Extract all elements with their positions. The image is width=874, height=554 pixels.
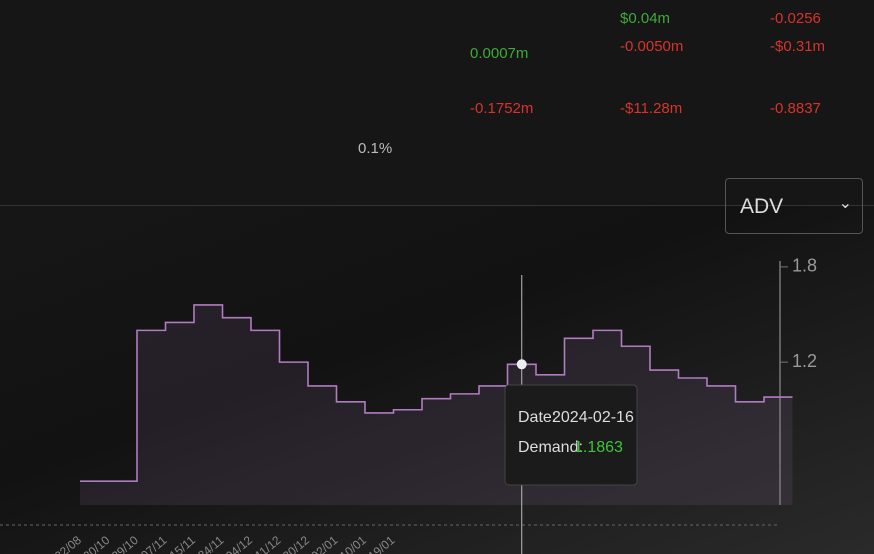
x-tick-label: 04/12 xyxy=(223,533,255,554)
table-cell: $0.04m xyxy=(620,10,671,27)
table-band xyxy=(0,0,874,206)
dropdown[interactable]: ADV ⌄ xyxy=(725,178,863,234)
x-tick-label: 24/11 xyxy=(195,533,227,554)
dropdown-label: ADV xyxy=(740,195,784,218)
x-tick-label: 15/11 xyxy=(167,533,199,554)
table-cell: -0.0256 xyxy=(770,10,821,27)
hover-point xyxy=(516,359,527,370)
tooltip-demand-value: 1.1863 xyxy=(574,439,623,456)
dropdown-arrow: ⌄ xyxy=(838,195,852,212)
x-tick-label: 11/12 xyxy=(252,533,284,554)
area xyxy=(80,304,793,505)
y-tick-label: 1.8 xyxy=(792,256,817,276)
x-tick-label: 10/01 xyxy=(337,533,369,554)
x-tick-label: 20/10 xyxy=(80,533,112,554)
table-cell: -0.8837 xyxy=(770,100,821,117)
x-tick-label: 29/10 xyxy=(109,533,141,554)
table-cell: -$0.31m xyxy=(770,38,826,55)
x-tick-label: 19/01 xyxy=(365,533,397,554)
tooltip-date: 2024-02-16 xyxy=(552,409,634,426)
y-tick-label: 1.2 xyxy=(792,351,817,371)
table-cell: 0.1% xyxy=(358,140,393,157)
tooltip-box xyxy=(504,384,638,486)
table-cell: 0.0007m xyxy=(470,45,529,62)
step-line xyxy=(80,304,793,482)
table-cell: -0.1752m xyxy=(470,100,534,117)
x-tick-label: 20/12 xyxy=(280,533,312,554)
tooltip-date-label: Date: xyxy=(518,409,556,426)
tooltip-demand-label: Demand: xyxy=(518,439,583,456)
table-cell: -0.0050m xyxy=(620,38,684,55)
table-cell: -$11.28m xyxy=(620,100,683,117)
x-tick-label: 07/11 xyxy=(138,533,170,554)
x-tick-label: 22/08 xyxy=(52,533,84,554)
x-tick-label: 02/01 xyxy=(308,533,340,554)
